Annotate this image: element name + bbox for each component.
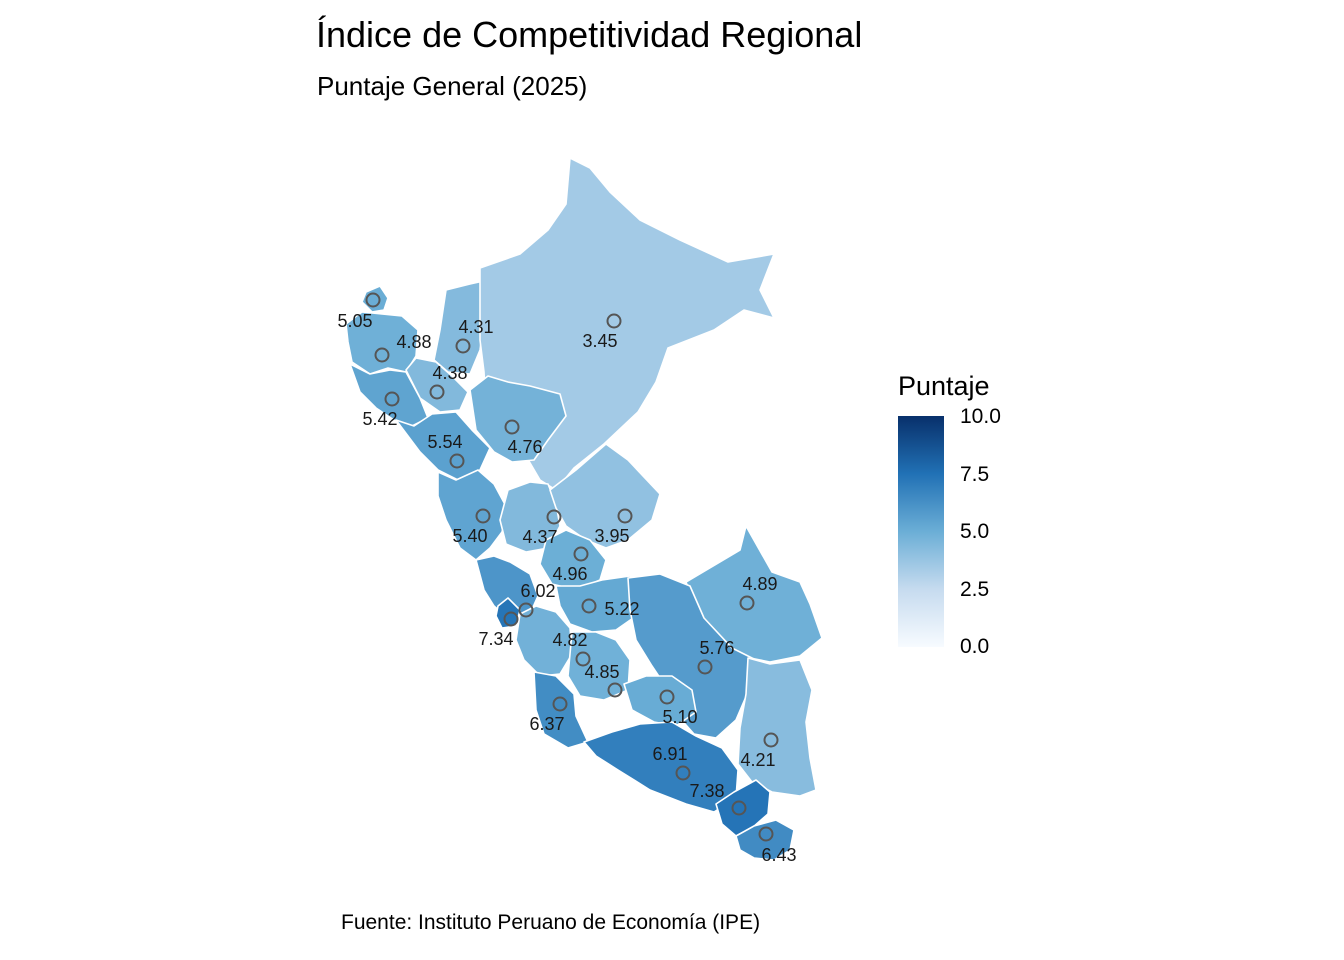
legend-tick-label: 0.0 [960, 635, 990, 658]
region-score-label: 6.37 [529, 714, 564, 734]
region-score-label: 4.89 [742, 574, 777, 594]
region-centroid-marker [475, 508, 491, 524]
region-centroid-marker [659, 689, 675, 705]
region-score-label: 5.10 [662, 707, 697, 727]
region-score-label: 7.38 [689, 781, 724, 801]
map-title: Índice de Competitividad Regional [316, 14, 863, 55]
labels-layer: 5.05 4.88 4.31 3.45 4.38 5.42 5.54 4.76 5.40 4.37… [337, 311, 796, 865]
region-score-label: 4.85 [584, 662, 619, 682]
region-centroid-marker [518, 602, 534, 618]
region-score-label: 5.42 [362, 409, 397, 429]
region-score-label: 6.43 [761, 845, 796, 865]
region-centroid-marker [617, 508, 633, 524]
region-centroid-marker [449, 453, 465, 469]
region-centroid-marker [607, 682, 623, 698]
region-score-label: 4.37 [522, 527, 557, 547]
region-area [549, 443, 661, 549]
region-score-label: 4.38 [432, 363, 467, 383]
region-score-label: 5.05 [337, 311, 372, 331]
legend-color-bar [898, 416, 944, 647]
region-score-label: 4.88 [396, 332, 431, 352]
legend-tick-label: 2.5 [960, 578, 990, 601]
region-centroid-marker [739, 595, 755, 611]
region-centroid-marker [763, 732, 779, 748]
regions-layer [345, 157, 823, 861]
legend-tick-label: 5.0 [960, 520, 990, 543]
region-score-label: 5.76 [699, 638, 734, 658]
map-subtitle: Puntaje General (2025) [317, 71, 588, 101]
region-score-label: 5.22 [604, 599, 639, 619]
region-score-label: 3.95 [594, 526, 629, 546]
region-area [433, 279, 489, 375]
region-score-label: 6.02 [520, 581, 555, 601]
region-score-label: 4.76 [507, 437, 542, 457]
region-centroid-marker [675, 765, 691, 781]
region-area [623, 675, 697, 727]
region-score-label: 4.82 [552, 630, 587, 650]
region-centroid-marker [504, 419, 520, 435]
region-score-label: 4.21 [740, 750, 775, 770]
region-area [627, 573, 757, 739]
region-score-label: 5.54 [427, 432, 462, 452]
legend-tick-label: 7.5 [960, 463, 990, 486]
region-score-label: 7.34 [478, 629, 513, 649]
region-centroid-marker [429, 384, 445, 400]
legend-tick-label: 10.0 [960, 405, 1001, 428]
region-area [515, 605, 573, 677]
region-centroid-marker [573, 546, 589, 562]
region-centroid-marker [546, 509, 562, 525]
region-area [583, 721, 739, 813]
region-centroid-marker [552, 696, 568, 712]
region-centroid-marker [731, 800, 747, 816]
region-centroid-marker [503, 611, 519, 627]
region-area [469, 375, 567, 463]
source-caption: Fuente: Instituto Peruano de Economía (I… [341, 911, 761, 934]
region-centroid-marker [606, 313, 622, 329]
region-centroid-marker [384, 391, 400, 407]
region-centroid-marker [581, 598, 597, 614]
region-score-label: 5.40 [452, 526, 487, 546]
region-centroid-marker [697, 659, 713, 675]
region-area [437, 469, 509, 561]
region-area [715, 779, 771, 837]
region-score-label: 6.91 [652, 744, 687, 764]
region-score-label: 3.45 [582, 331, 617, 351]
points-layer [365, 292, 779, 842]
region-centroid-marker [758, 826, 774, 842]
legend-title: Puntaje [898, 371, 990, 401]
region-score-label: 4.96 [552, 564, 587, 584]
region-centroid-marker [374, 347, 390, 363]
region-score-label: 4.31 [458, 317, 493, 337]
region-centroid-marker [455, 338, 471, 354]
region-area [737, 657, 817, 797]
region-centroid-marker [575, 651, 591, 667]
region-centroid-marker [365, 292, 381, 308]
